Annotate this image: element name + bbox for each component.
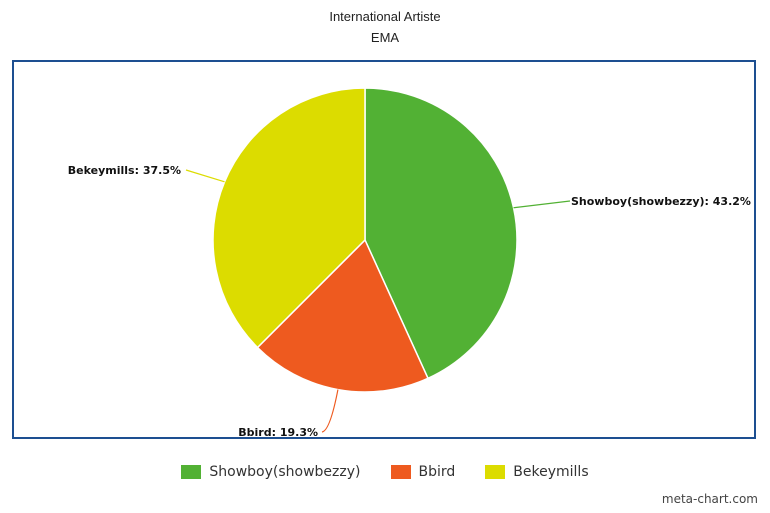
legend-label-bbird: Bbird bbox=[418, 464, 456, 480]
legend: Showboy(showbezzy) Bbird Bekeymills bbox=[0, 464, 770, 480]
pie-slice-showboy[interactable] bbox=[364, 87, 518, 380]
legend-item-bekeymills[interactable]: Bekeymills bbox=[485, 464, 589, 480]
legend-label-showboy: Showboy(showbezzy) bbox=[209, 464, 361, 480]
legend-swatch-bekeymills bbox=[485, 465, 506, 479]
pie-slice-bekeymills[interactable] bbox=[212, 87, 366, 349]
legend-swatch-bbird bbox=[390, 465, 411, 479]
leader-line-bekeymills bbox=[185, 169, 225, 183]
data-label-bekeymills: Bekeymills: 37.5% bbox=[68, 164, 181, 177]
chart-subtitle: EMA bbox=[370, 30, 400, 45]
data-label-showboy: Showboy(showbezzy): 43.2% bbox=[571, 195, 751, 208]
legend-item-bbird[interactable]: Bbird bbox=[390, 464, 456, 480]
data-label-bbird: Bbird: 19.3% bbox=[238, 426, 318, 439]
leader-line-showboy bbox=[513, 200, 571, 209]
credit-text[interactable]: meta-chart.com bbox=[661, 492, 758, 506]
legend-label-bekeymills: Bekeymills bbox=[513, 464, 589, 480]
legend-item-showboy[interactable]: Showboy(showbezzy) bbox=[181, 464, 361, 480]
leader-line-bbird bbox=[321, 389, 339, 433]
chart-title: International Artiste bbox=[329, 9, 441, 24]
pie-slice-bbird[interactable] bbox=[256, 238, 429, 393]
legend-swatch-showboy bbox=[181, 465, 202, 479]
chart-frame bbox=[12, 60, 756, 439]
